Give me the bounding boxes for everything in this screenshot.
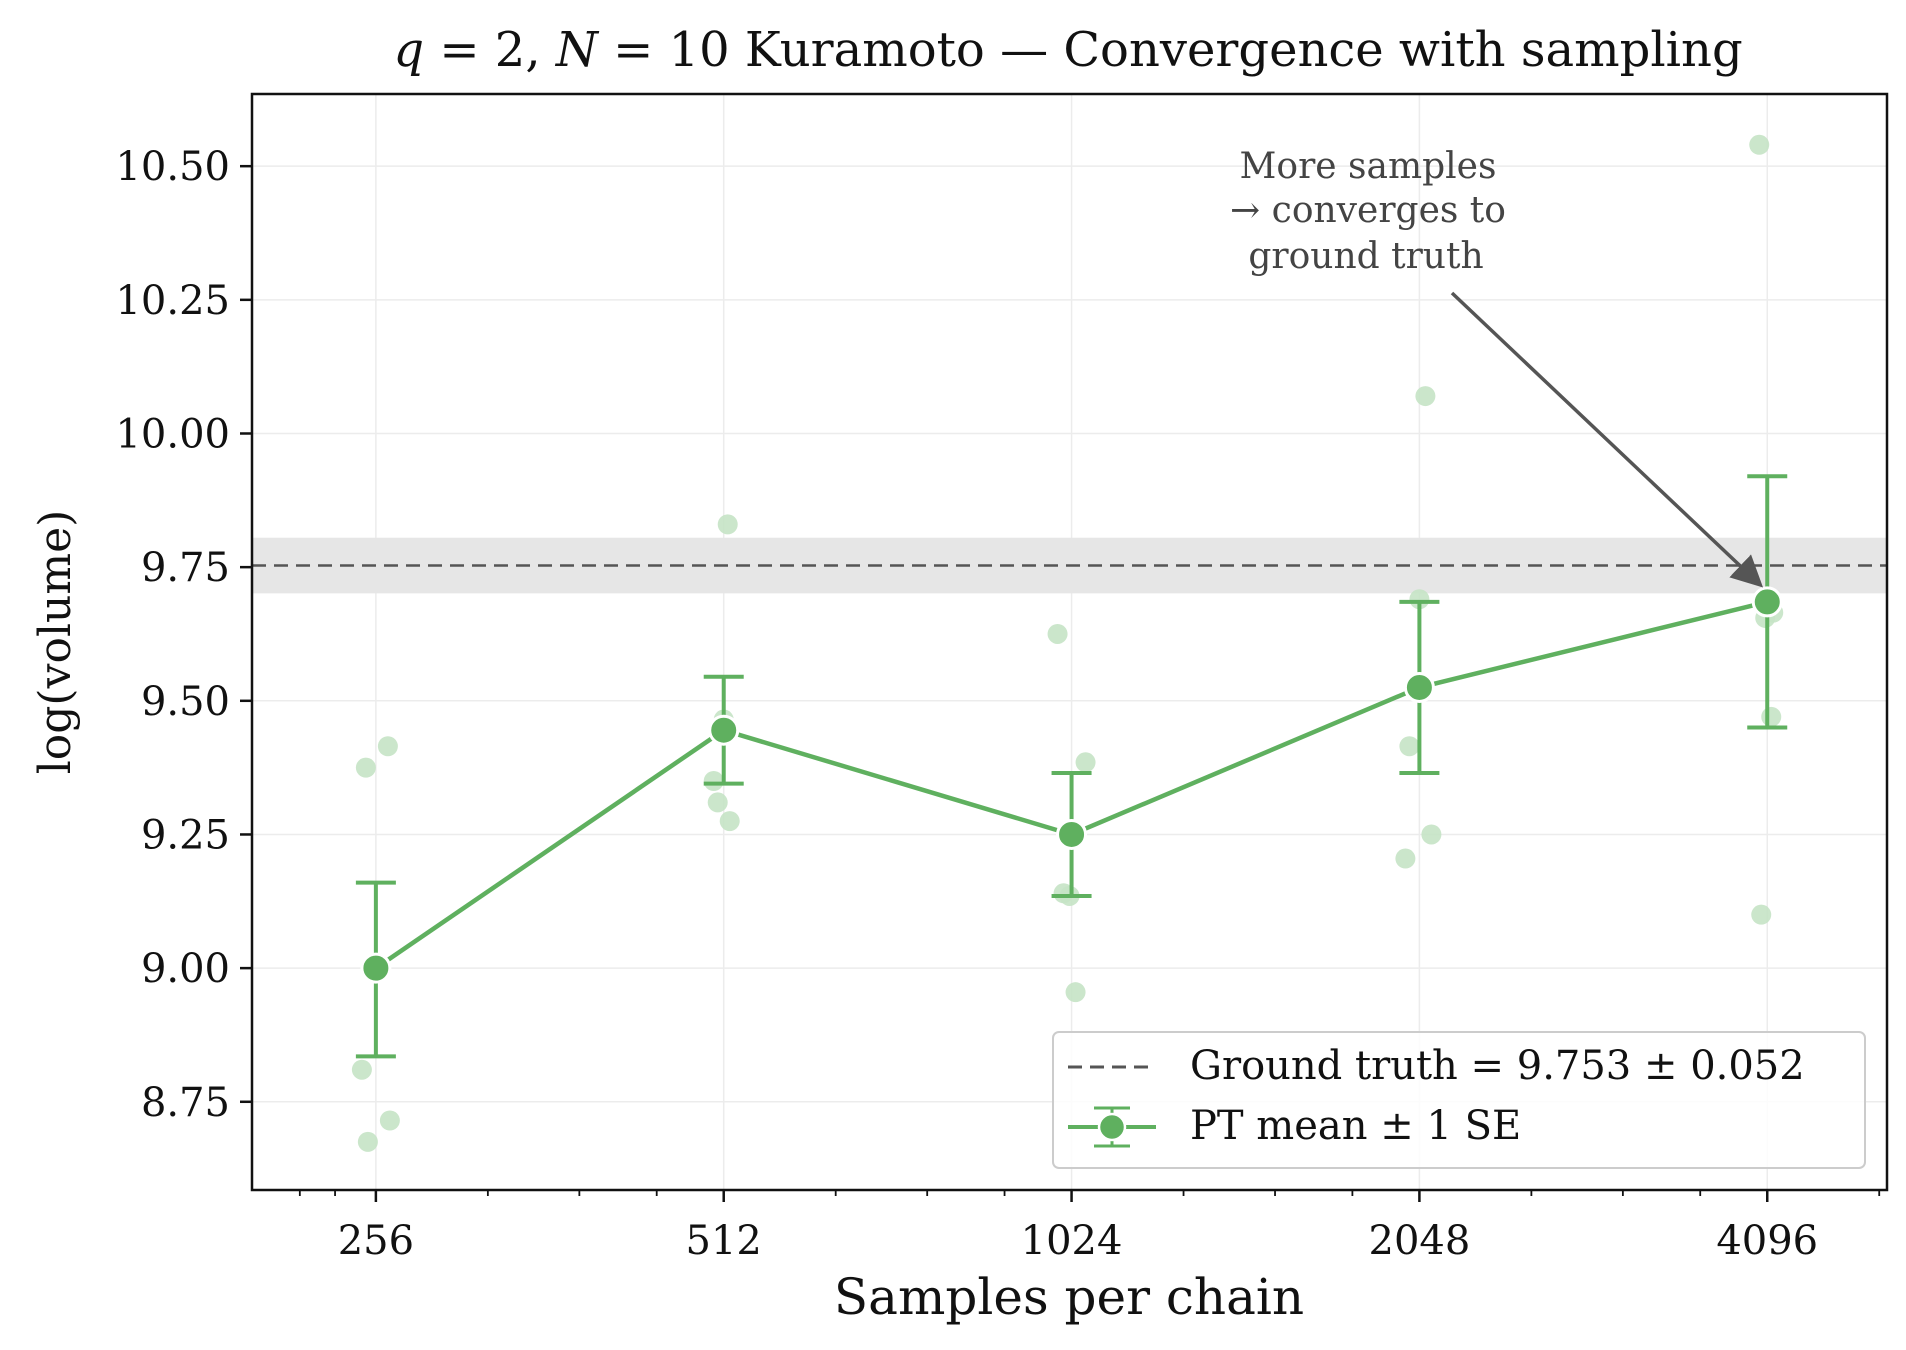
chart-title: q = 2, N = 10 Kuramoto — Convergence wit… <box>393 22 1742 78</box>
title-n-var: N <box>555 22 600 78</box>
raw-sample-point-256-1 <box>377 736 398 757</box>
pt-mean-series <box>355 474 1788 1059</box>
legend-pt-mean-label: PT mean ± 1 SE <box>1190 1103 1521 1149</box>
pt-mean-point-4096 <box>1751 586 1783 618</box>
x-tick-label-3: 2048 <box>1369 1218 1471 1264</box>
axes: 8.75 9.00 9.25 9.50 9.75 10.00 10.25 10.50 256 51… <box>115 144 1881 1264</box>
raw-sample-point-256-0 <box>355 757 376 778</box>
y-axis-label: log(volume) <box>30 510 81 775</box>
raw-sample-point-4096-0 <box>1749 134 1770 155</box>
title-eq2: = 10 <box>598 22 730 78</box>
x-axis-label: Samples per chain <box>834 1268 1304 1326</box>
pt-mean-point-2048 <box>1403 671 1435 703</box>
raw-sample-point-1024-4 <box>1065 982 1086 1003</box>
raw-sample-point-256-3 <box>379 1110 400 1131</box>
y-tick-label-7: 10.50 <box>115 144 230 190</box>
y-tick-label-6: 10.25 <box>115 278 230 324</box>
raw-sample-point-4096-3 <box>1751 904 1772 925</box>
raw-sample-point-4096-2 <box>1761 706 1782 727</box>
title-q-var: q <box>393 22 424 78</box>
x-tick-label-0: 256 <box>338 1218 414 1264</box>
title-rest: Kuramoto — Convergence with sampling <box>730 22 1743 78</box>
legend-box <box>1052 1031 1866 1169</box>
annotation-line-1: More samples <box>1240 146 1497 187</box>
y-tick-label-4: 9.75 <box>141 545 230 591</box>
raw-sample-point-1024-1 <box>1075 752 1096 773</box>
ground-truth-band-layer <box>252 537 1887 594</box>
raw-sample-point-256-2 <box>351 1059 372 1080</box>
raw-sample-point-256-4 <box>357 1131 378 1152</box>
y-tick-label-2: 9.25 <box>141 812 230 858</box>
raw-sample-point-2048-3 <box>1421 824 1442 845</box>
annotation-line-2: → converges to <box>1230 190 1506 231</box>
raw-sample-point-2048-4 <box>1395 848 1416 869</box>
raw-sample-point-512-2 <box>719 811 740 832</box>
raw-sample-point-512-0 <box>717 514 738 535</box>
y-tick-label-0: 8.75 <box>141 1080 230 1126</box>
x-tick-label-2: 1024 <box>1021 1218 1123 1264</box>
grid-lines <box>252 94 1887 1190</box>
legend-pt-mean-swatch <box>1068 1106 1156 1148</box>
raw-sample-point-1024-0 <box>1047 623 1068 644</box>
raw-samples <box>351 134 1784 1152</box>
raw-sample-point-2048-1 <box>1409 589 1430 610</box>
y-tick-label-1: 9.00 <box>141 946 230 992</box>
y-tick-label-5: 10.00 <box>115 411 230 457</box>
annotation-arrow <box>1450 291 1764 588</box>
pt-mean-point-512 <box>708 714 740 746</box>
y-tick-label-3: 9.50 <box>141 679 230 725</box>
plot-frame <box>250 92 1889 1192</box>
x-tick-label-4: 4096 <box>1716 1218 1818 1264</box>
pt-mean-point-256 <box>360 952 392 984</box>
legend: Ground truth = 9.753 ± 0.052 PT mean ± 1… <box>1052 1031 1866 1169</box>
raw-sample-point-512-4 <box>703 771 724 792</box>
legend-ground-truth-label: Ground truth = 9.753 ± 0.052 <box>1190 1043 1805 1089</box>
raw-sample-point-2048-2 <box>1399 736 1420 757</box>
x-tick-label-1: 512 <box>686 1218 762 1264</box>
raw-sample-point-512-1 <box>707 792 728 813</box>
annotation: More samples → converges to ground truth <box>1230 146 1764 588</box>
pt-mean-point-1024 <box>1056 818 1088 850</box>
raw-sample-point-2048-0 <box>1415 386 1436 407</box>
title-eq1: = 2, <box>424 22 556 78</box>
annotation-line-3: ground truth <box>1248 236 1483 277</box>
